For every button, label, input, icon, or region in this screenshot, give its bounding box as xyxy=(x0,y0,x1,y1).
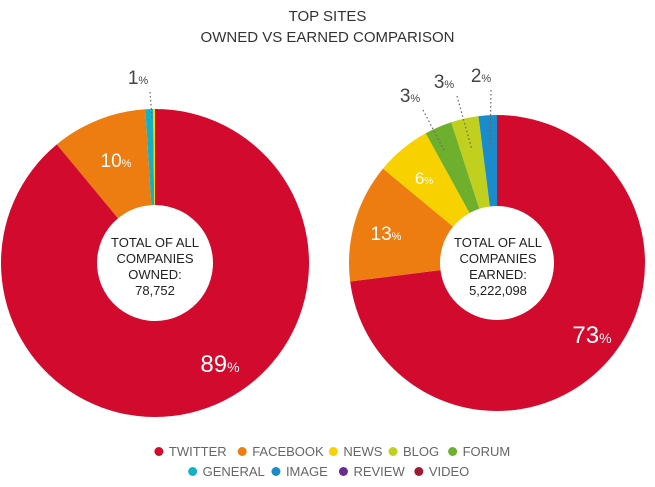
legend-marker-forum xyxy=(448,447,458,456)
legend-marker-image xyxy=(271,467,281,476)
pct-label-news: 6% xyxy=(415,169,433,188)
center-label-owned-line-4: 78,752 xyxy=(135,283,175,298)
slice-facebook xyxy=(349,168,454,282)
legend-marker-video xyxy=(414,467,424,476)
center-label-earned-line-1: TOTAL OF ALL xyxy=(454,235,542,250)
legend-label-facebook: FACEBOOK xyxy=(252,444,324,459)
pct-label-facebook: 13% xyxy=(371,224,402,245)
slice-image xyxy=(478,115,497,207)
center-label-earned-line-3: EARNED: xyxy=(469,267,527,282)
leader-line-blog xyxy=(456,95,473,151)
legend-marker-twitter xyxy=(154,447,164,456)
legend-marker-blog xyxy=(388,447,398,456)
legend-label-image: IMAGE xyxy=(286,464,328,479)
legend-label-twitter: TWITTER xyxy=(169,444,227,459)
center-label-owned-line-1: TOTAL OF ALL xyxy=(111,235,199,250)
chart-title: TOP SITES xyxy=(289,8,367,25)
donut-owned: 89% 10% 1% xyxy=(0,68,309,418)
slice-forum xyxy=(425,122,480,214)
leader-line-general xyxy=(149,91,153,119)
pct-label-image: 2% xyxy=(471,66,492,87)
pct-label-blog: 3% xyxy=(434,72,455,93)
pct-label-twitter: 73% xyxy=(572,322,611,349)
slice-news xyxy=(153,109,155,206)
chart-legend: TWITTER FACEBOOK NEWS BLOG FORUM GENERAL IMAGE… xyxy=(154,444,510,479)
legend-label-blog: BLOG xyxy=(403,444,439,459)
center-label-earned-line-2: COMPANIES xyxy=(459,251,536,266)
pct-label-facebook: 10% xyxy=(101,151,132,172)
chart-subtitle: OWNED VS EARNED COMPARISON xyxy=(201,29,455,46)
legend-label-video: VIDEO xyxy=(429,464,469,479)
legend-label-general: GENERAL xyxy=(203,464,265,479)
legend-marker-review xyxy=(338,467,348,476)
slice-general xyxy=(145,109,155,206)
pct-label-general: 1% xyxy=(128,68,149,89)
slice-twitter xyxy=(350,115,646,412)
legend-label-review: REVIEW xyxy=(353,464,405,479)
slice-blog xyxy=(451,116,490,209)
slice-twitter xyxy=(0,109,309,418)
donut-earned: 73% 13% 6% 3% 3% 2% xyxy=(349,66,646,412)
pct-label-twitter: 89% xyxy=(200,351,239,378)
pct-label-forum: 3% xyxy=(400,86,421,107)
center-label-earned-line-4: 5,222,098 xyxy=(469,283,527,298)
legend-marker-news xyxy=(328,447,338,456)
legend-marker-general xyxy=(188,467,198,476)
slice-facebook xyxy=(56,109,152,219)
legend-label-news: NEWS xyxy=(343,444,382,459)
legend-marker-facebook xyxy=(237,447,247,456)
legend-label-forum: FORUM xyxy=(463,444,511,459)
center-label-owned-line-3: OWNED: xyxy=(128,267,181,282)
center-label-owned-line-2: COMPANIES xyxy=(116,251,193,266)
slice-news xyxy=(382,133,470,227)
